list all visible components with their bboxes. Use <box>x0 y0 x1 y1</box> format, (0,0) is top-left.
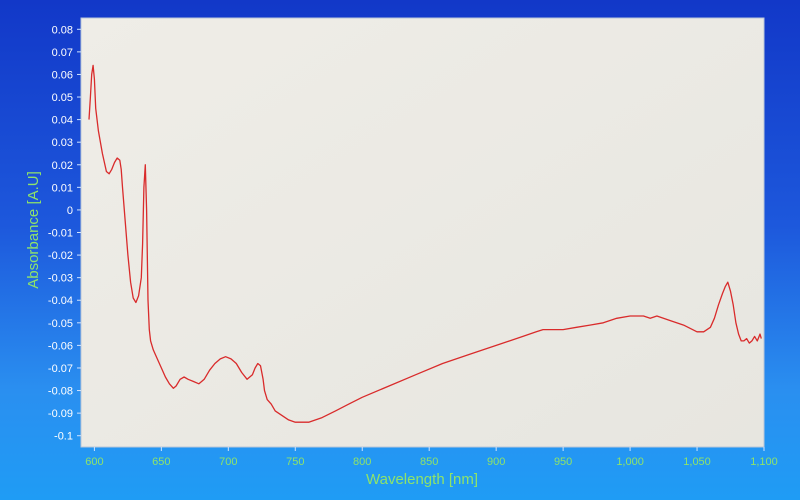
y-tick-label: -0.03 <box>48 273 73 285</box>
x-tick-label: 850 <box>420 456 438 468</box>
x-tick-label: 1,050 <box>683 456 711 468</box>
plot-area <box>80 17 765 448</box>
y-tick-label: 0.04 <box>52 115 73 127</box>
y-tick-label: -0.06 <box>48 340 73 352</box>
y-axis: 0.08 0.07 0.06 0.05 0.04 0.03 0.02 0.01 0 -0.01 -0… <box>48 24 81 443</box>
x-tick-label: 750 <box>286 456 304 468</box>
x-axis-title: Wavelength [nm] <box>366 471 478 488</box>
x-tick-label: 800 <box>353 456 371 468</box>
x-tick-label: 900 <box>487 456 505 468</box>
y-tick-label: -0.01 <box>48 228 73 240</box>
y-tick-label: -0.05 <box>48 318 73 330</box>
y-tick-label: 0.01 <box>52 182 73 194</box>
y-tick-label: -0.02 <box>48 250 73 262</box>
x-tick-label: 600 <box>85 456 103 468</box>
y-tick-label: 0.02 <box>52 160 73 172</box>
y-tick-label: -0.07 <box>48 363 73 375</box>
x-tick-label: 950 <box>554 456 572 468</box>
x-tick-label: 700 <box>219 456 237 468</box>
y-tick-label: 0 <box>67 205 73 217</box>
y-tick-label: -0.1 <box>54 431 73 443</box>
y-tick-label: -0.04 <box>48 295 73 307</box>
y-tick-label: 0.05 <box>52 92 73 104</box>
y-tick-label: 0.03 <box>52 137 73 149</box>
y-tick-label: -0.09 <box>48 408 73 420</box>
absorbance-series-line <box>88 64 762 423</box>
y-tick-label: 0.07 <box>52 47 73 59</box>
y-axis-title: Absorbance [A.U] <box>25 171 42 289</box>
y-tick-label: -0.08 <box>48 386 73 398</box>
x-axis: 600 650 700 750 800 850 900 950 1,000 1,050 1,100 <box>85 447 778 468</box>
x-tick-label: 650 <box>152 456 170 468</box>
x-tick-label: 1,000 <box>616 456 644 468</box>
x-tick-label: 1,100 <box>750 456 778 468</box>
y-tick-label: 0.08 <box>52 24 73 36</box>
y-tick-label: 0.06 <box>52 69 73 81</box>
